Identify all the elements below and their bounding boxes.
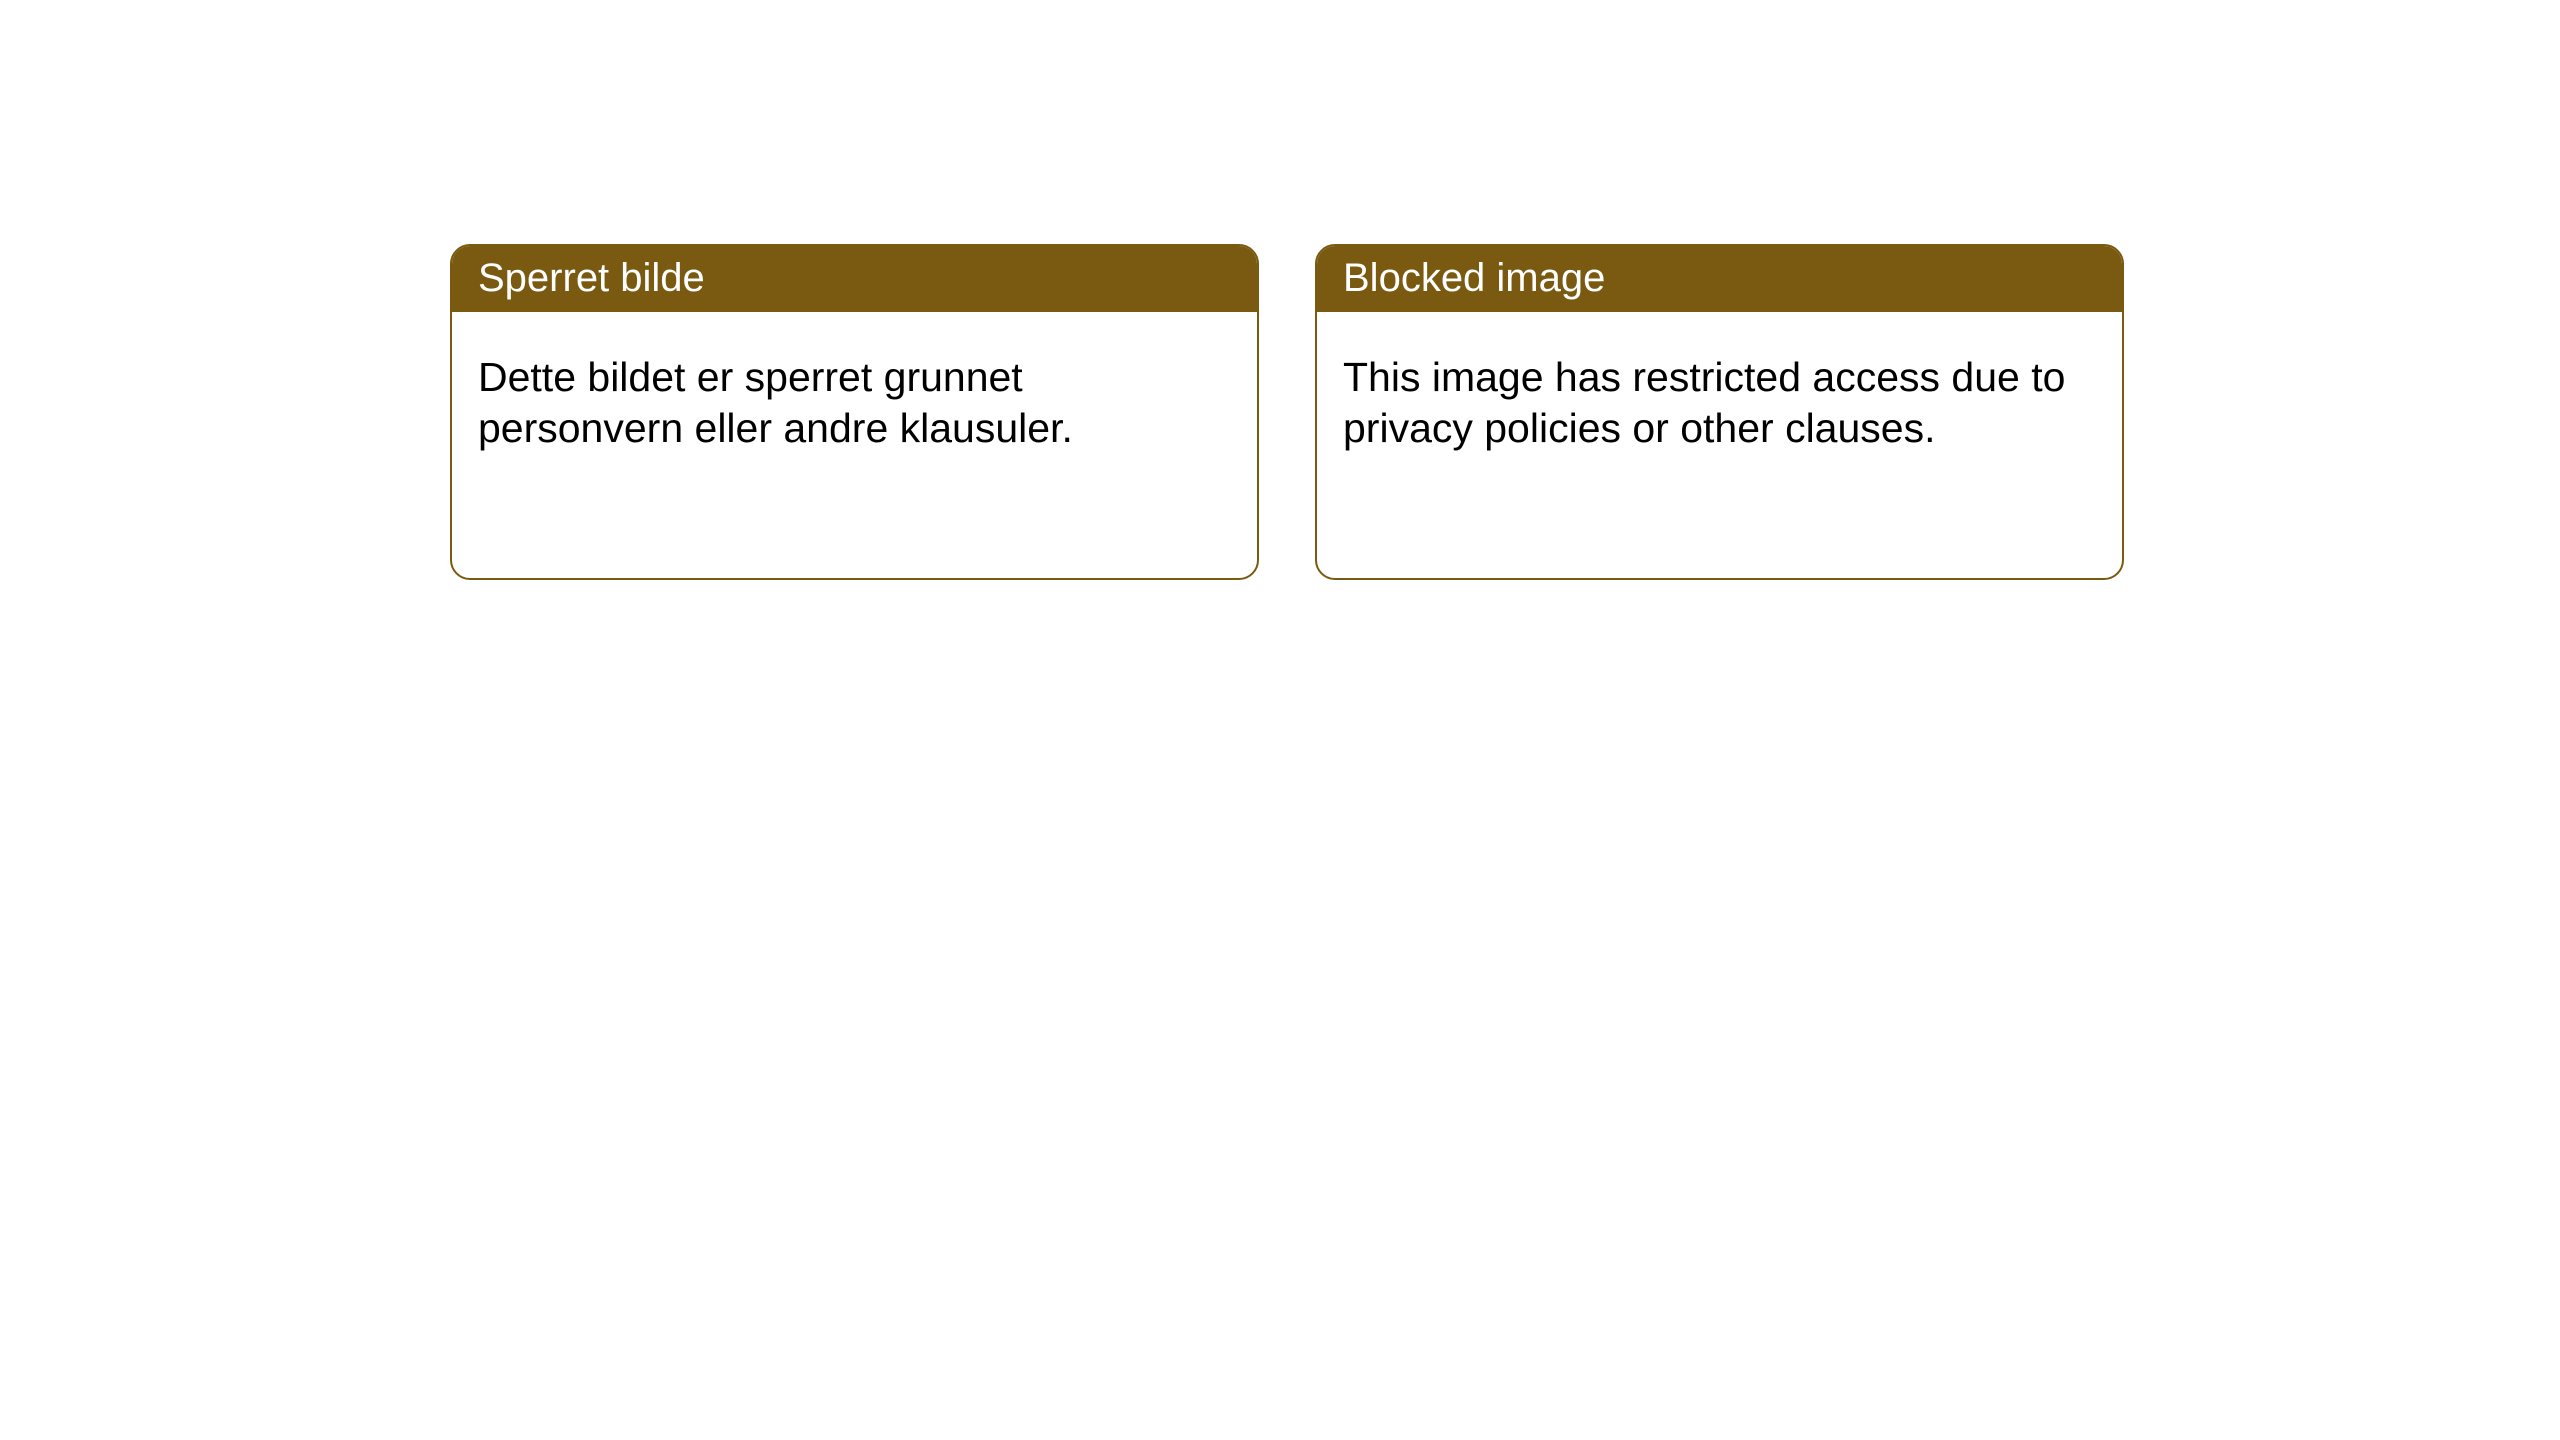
blocked-image-card-en: Blocked image This image has restricted … <box>1315 244 2124 580</box>
notice-cards-container: Sperret bilde Dette bildet er sperret gr… <box>0 0 2560 580</box>
blocked-image-card-no: Sperret bilde Dette bildet er sperret gr… <box>450 244 1259 580</box>
card-body-no: Dette bildet er sperret grunnet personve… <box>452 312 1257 481</box>
card-title-no: Sperret bilde <box>452 246 1257 312</box>
card-body-en: This image has restricted access due to … <box>1317 312 2122 481</box>
card-title-en: Blocked image <box>1317 246 2122 312</box>
